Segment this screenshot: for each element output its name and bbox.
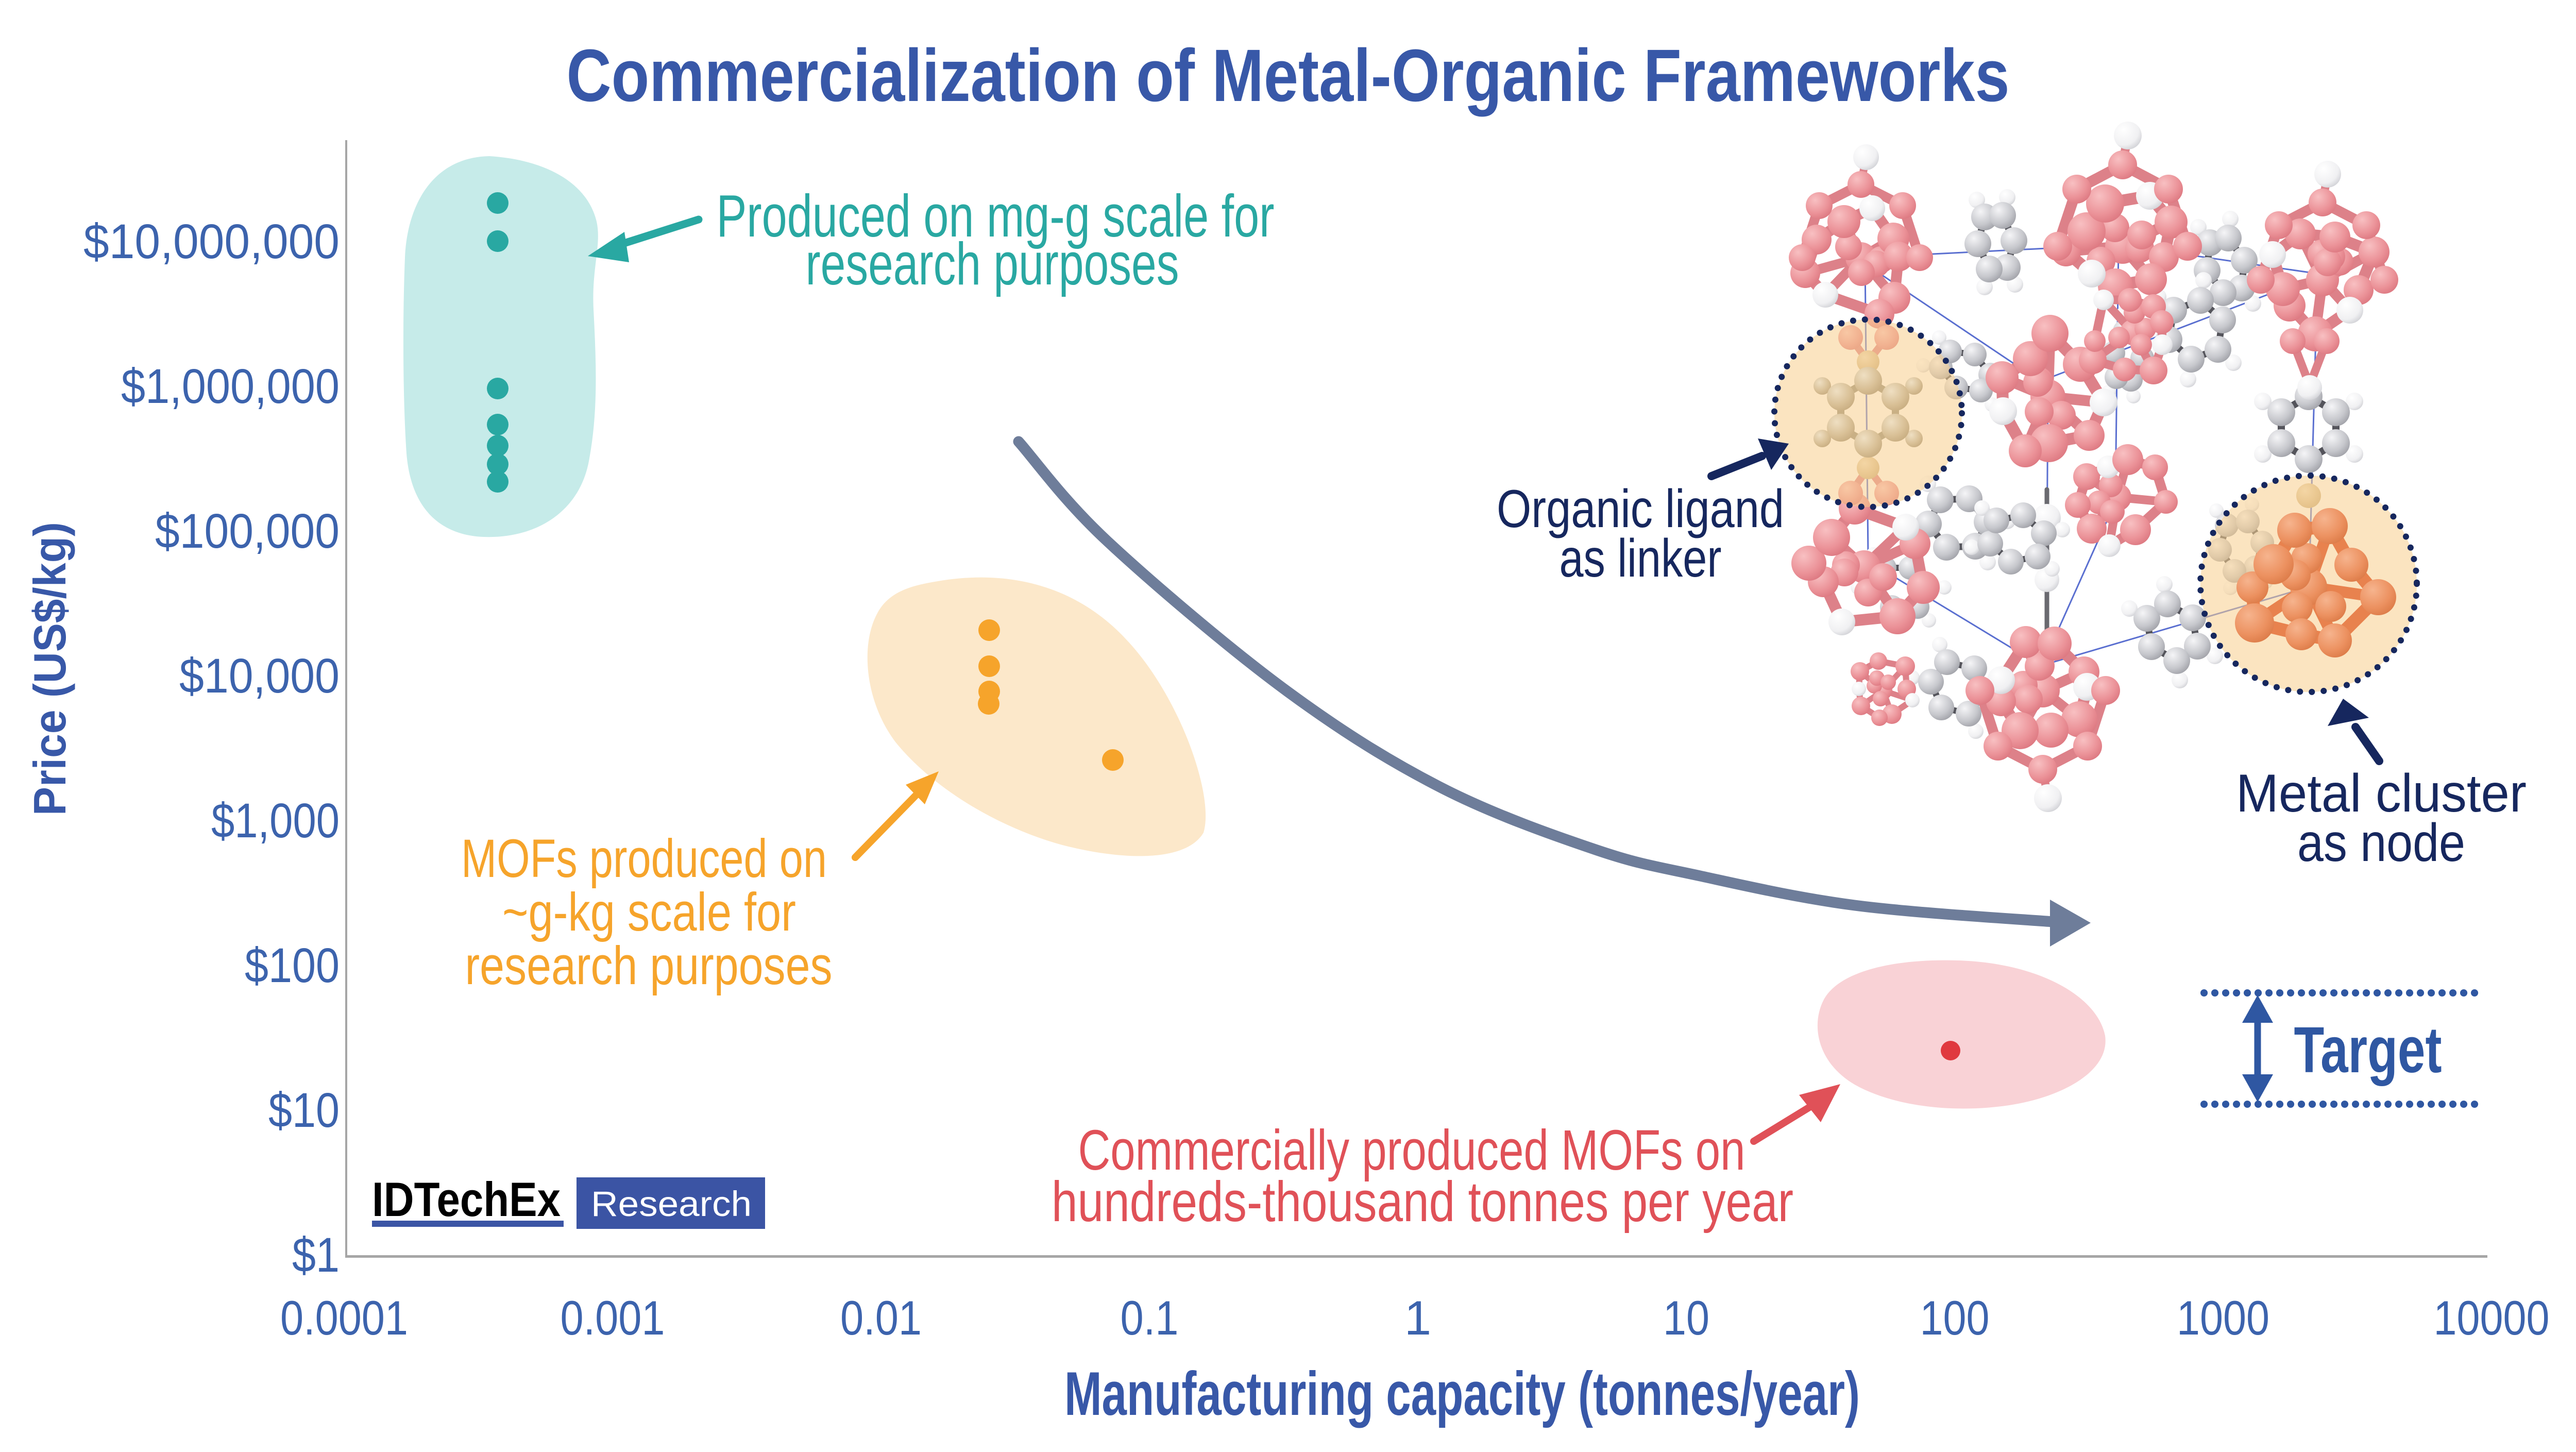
svg-text:1000: 1000 xyxy=(2177,1291,2269,1345)
svg-text:$100,000: $100,000 xyxy=(155,504,340,559)
svg-text:Commercially produced MOFs on: Commercially produced MOFs on xyxy=(1078,1119,1745,1182)
svg-text:research purposes: research purposes xyxy=(465,936,833,996)
svg-text:$10,000,000: $10,000,000 xyxy=(83,214,340,269)
svg-text:hundreds-thousand tonnes per y: hundreds-thousand tonnes per year xyxy=(1052,1170,1793,1234)
svg-text:$10: $10 xyxy=(268,1083,340,1138)
svg-text:1: 1 xyxy=(1404,1291,1431,1345)
svg-text:10000: 10000 xyxy=(2434,1291,2550,1345)
svg-text:MOFs produced on: MOFs produced on xyxy=(461,829,827,889)
svg-text:Commercialization of Metal-Org: Commercialization of Metal-Organic Frame… xyxy=(567,34,2010,117)
svg-text:~g-kg scale for: ~g-kg scale for xyxy=(502,882,796,942)
svg-text:Organic ligand: Organic ligand xyxy=(1497,479,1784,539)
svg-text:100: 100 xyxy=(1920,1291,1990,1345)
svg-text:research purposes: research purposes xyxy=(806,230,1179,297)
svg-text:10: 10 xyxy=(1663,1291,1709,1345)
svg-text:0.0001: 0.0001 xyxy=(280,1291,408,1345)
svg-text:Price (US$/kg): Price (US$/kg) xyxy=(24,522,75,816)
svg-text:as linker: as linker xyxy=(1560,529,1722,588)
svg-text:$1: $1 xyxy=(292,1228,340,1282)
svg-text:Metal cluster: Metal cluster xyxy=(2236,764,2527,823)
svg-text:Manufacturing capacity (tonnes: Manufacturing capacity (tonnes/year) xyxy=(1064,1359,1860,1428)
svg-text:$10,000: $10,000 xyxy=(179,649,340,703)
svg-text:Research: Research xyxy=(591,1184,752,1224)
svg-text:0.01: 0.01 xyxy=(840,1291,922,1345)
svg-text:0.001: 0.001 xyxy=(561,1291,665,1345)
svg-text:$100: $100 xyxy=(245,938,340,993)
svg-text:Target: Target xyxy=(2294,1014,2442,1086)
svg-text:Produced on mg-g scale for: Produced on mg-g scale for xyxy=(717,182,1275,249)
svg-text:0.1: 0.1 xyxy=(1121,1291,1179,1345)
svg-text:$1,000,000: $1,000,000 xyxy=(121,359,340,414)
svg-text:$1,000: $1,000 xyxy=(211,793,340,848)
svg-text:IDTechEx: IDTechEx xyxy=(372,1172,561,1226)
svg-text:as node: as node xyxy=(2297,813,2465,873)
